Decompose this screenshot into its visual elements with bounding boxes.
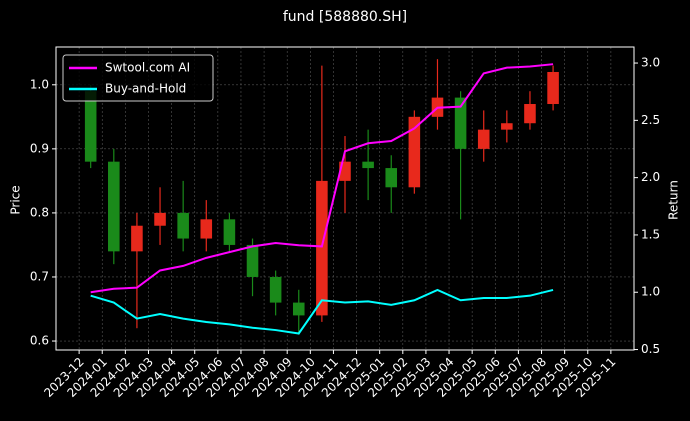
return-line	[90, 63, 554, 294]
candle-body	[154, 212, 166, 226]
candle-body	[177, 212, 189, 239]
candle-body	[547, 71, 559, 105]
y-axis-label: Price	[9, 185, 23, 214]
candle-body	[454, 97, 467, 149]
candle-body	[385, 168, 398, 188]
candle-body	[108, 161, 120, 252]
y2-axis-label: Return	[667, 180, 681, 220]
candle-body	[316, 180, 328, 316]
y2-tick-label: 2.5	[641, 113, 660, 127]
legend-box	[62, 54, 214, 102]
legend-label: Swtool.com AI	[105, 61, 190, 75]
plot-frame	[55, 46, 635, 351]
candle-body	[362, 161, 374, 169]
y-tick-label: 0.8	[30, 205, 49, 219]
candle-body	[84, 91, 97, 162]
y-tick-label: 0.6	[30, 334, 49, 348]
chart-title: fund [588880.SH]	[283, 9, 407, 25]
legend-label: Buy-and-Hold	[105, 82, 186, 96]
candle-body	[200, 219, 213, 239]
candle-body	[292, 302, 305, 316]
y2-tick-label: 1.5	[641, 227, 660, 241]
candle-body	[408, 116, 421, 188]
y-tick-label: 1.0	[30, 77, 49, 91]
y2-tick-label: 0.5	[641, 342, 660, 356]
candle-body	[524, 104, 536, 124]
candle-body	[339, 161, 351, 181]
candle-body	[477, 129, 490, 149]
y2-tick-label: 1.0	[641, 285, 660, 299]
candle-body	[269, 276, 282, 303]
y2-tick-label: 2.0	[641, 170, 660, 184]
return-line	[90, 288, 554, 335]
candle-body	[131, 225, 143, 252]
candle-body	[246, 244, 259, 277]
y-tick-label: 0.7	[30, 269, 49, 283]
y-tick-label: 0.9	[30, 141, 49, 155]
candle-body	[501, 123, 513, 130]
candle-body	[223, 219, 236, 245]
y2-tick-label: 3.0	[641, 56, 660, 70]
